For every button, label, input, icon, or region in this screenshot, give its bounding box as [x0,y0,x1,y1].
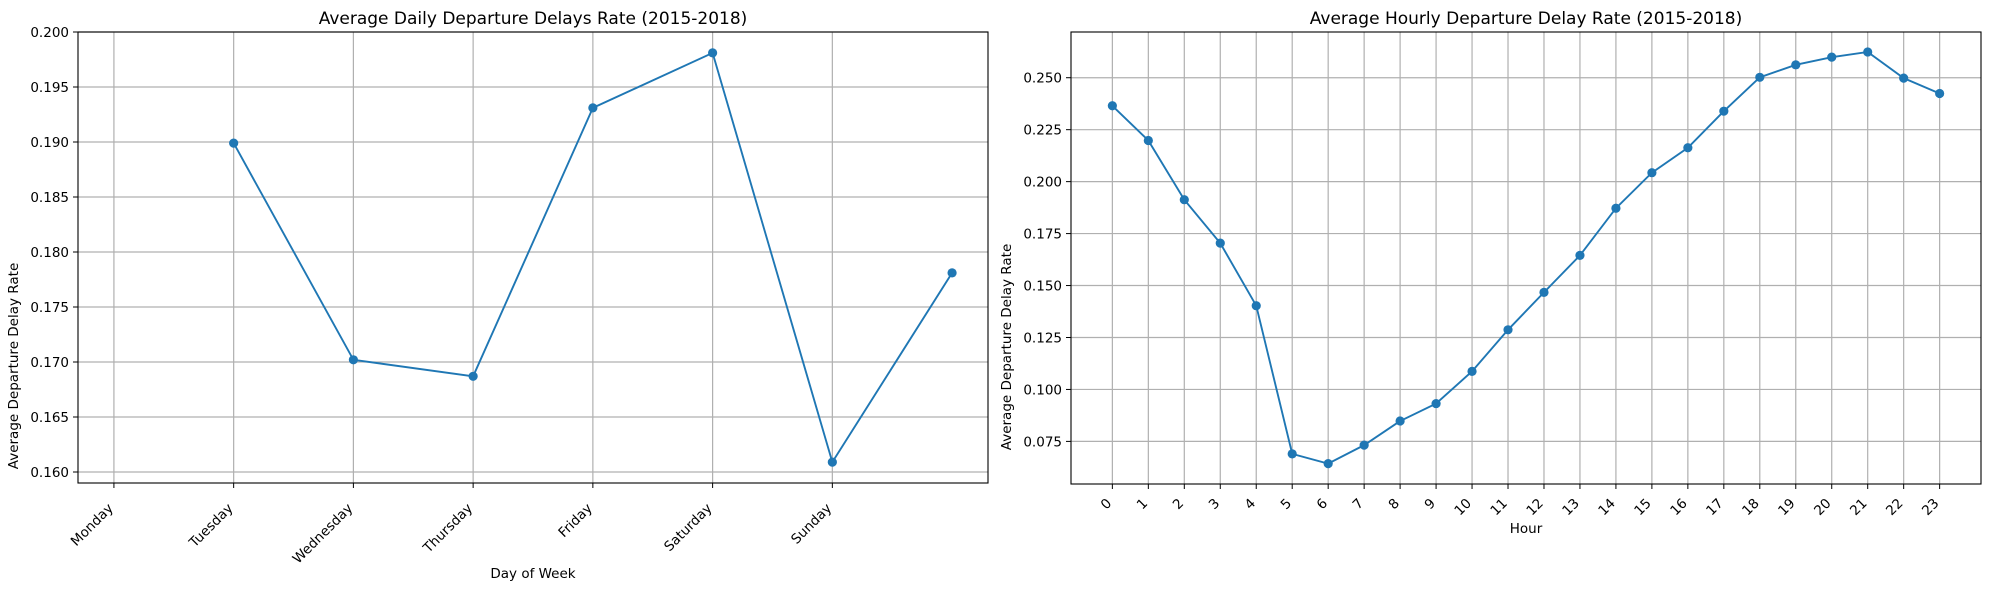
hourly-y-tick-label: 0.250 [1023,71,1062,87]
hourly-data-point [1611,203,1621,213]
daily-y-tick-label: 0.200 [30,25,69,41]
daily-data-point [468,371,478,381]
daily-y-tick-label: 0.170 [30,355,69,371]
daily-data-point [348,355,358,365]
daily-data-point [708,48,718,58]
hourly-chart-title: Average Hourly Departure Delay Rate (201… [1310,9,1742,29]
hourly-data-point [1719,106,1729,116]
hourly-data-point [1647,168,1657,178]
hourly-y-tick-label: 0.200 [1023,175,1062,191]
daily-plot-frame [77,31,989,484]
hourly-y-tick-label: 0.100 [1023,382,1062,398]
hourly-y-tick-label: 0.125 [1023,330,1062,346]
hourly-data-point [1827,52,1837,62]
hourly-data-point [1395,416,1405,426]
hourly-y-tick-label: 0.150 [1023,279,1062,295]
hourly-plot-frame [1070,31,1982,485]
hourly-data-point [1251,301,1261,311]
hourly-data-point [1287,449,1297,459]
hourly-data-point [1215,238,1225,248]
hourly-y-tick-label: 0.175 [1023,227,1062,243]
daily-y-tick-label: 0.195 [30,80,69,96]
hourly-data-point [1467,366,1477,376]
hourly-data-point [1539,287,1549,297]
hourly-data-point [1503,325,1513,335]
hourly-y-axis-label: Average Departure Delay Rate [999,244,1015,450]
daily-data-point [827,457,837,467]
hourly-data-point [1935,88,1945,99]
daily-y-tick-label: 0.180 [30,245,69,261]
hourly-data-point [1683,143,1693,153]
hourly-data-point [1107,101,1117,111]
daily-y-tick-label: 0.185 [30,190,69,206]
daily-y-tick-label: 0.175 [30,300,69,316]
hourly-data-point [1863,47,1873,57]
daily-series [229,48,957,467]
daily-delay-chart: Average Daily Departure Delays Rate (201… [6,9,989,582]
hourly-data-point [1359,440,1369,450]
hourly-y-ticks: 0.075 0.100 0.125 0.150 0.175 0.200 0.225 0.250 [1023,71,1071,450]
hourly-gridlines [1071,32,1981,484]
daily-data-point [947,268,957,278]
hourly-data-point [1431,398,1441,409]
hourly-y-tick-label: 0.075 [1023,434,1062,450]
hourly-y-tick-label: 0.225 [1023,123,1062,139]
daily-y-axis-label: Average Departure Delay Rate [6,263,22,469]
hourly-data-point [1179,195,1189,205]
daily-data-point [588,103,598,113]
daily-y-ticks: 0.160 0.165 0.170 0.175 0.180 0.185 0.190 0.195… [30,25,78,481]
hourly-data-point [1899,73,1909,83]
hourly-data-point [1323,459,1333,469]
hourly-delay-chart: Average Hourly Departure Delay Rate (201… [999,9,1982,537]
hourly-series [1107,47,1945,469]
hourly-series-line [1111,50,1941,465]
daily-y-tick-label: 0.190 [30,135,69,151]
daily-x-axis-label: Day of Week [490,566,575,582]
daily-y-tick-label: 0.160 [30,465,69,481]
hourly-data-point [1755,72,1765,82]
daily-data-point [229,138,239,148]
hourly-data-point [1575,250,1585,261]
hourly-data-point [1791,60,1801,70]
daily-chart-title: Average Daily Departure Delays Rate (201… [319,9,748,29]
hourly-data-point [1143,135,1153,146]
hourly-x-axis-label: Hour [1510,521,1543,537]
daily-y-tick-label: 0.165 [30,410,69,426]
